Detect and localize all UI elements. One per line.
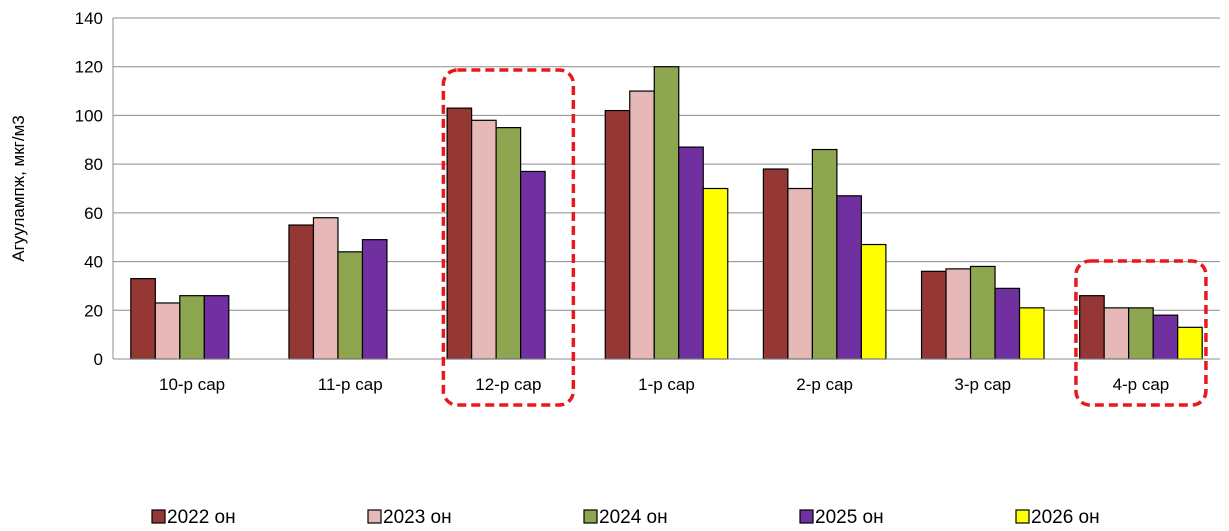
x-tick-label: 4-р сар [1113,375,1170,394]
bar [130,278,156,360]
bars [130,66,1203,360]
legend-swatch [1015,509,1030,524]
legend-label: 2022 он [167,507,236,528]
legend-item: 2022 он [151,507,236,528]
bar [860,243,887,360]
bar [288,224,315,360]
legend: 2022 он 2023 он 2024 он 2025 он 2026 он [151,507,1100,528]
y-tick-labels: 0 20 40 60 80 100 120 140 [75,9,103,369]
bar [179,295,205,360]
bar [1079,295,1105,360]
y-tick-label: 140 [75,9,103,28]
legend-swatch [367,509,382,524]
bar [994,287,1021,360]
legend-label: 2026 он [1031,507,1100,528]
x-tick-label: 3-р сар [954,375,1011,394]
bar [446,107,473,360]
bar [1018,307,1045,360]
bar [1128,307,1154,360]
legend-item: 2024 он [583,507,668,528]
y-tick-label: 40 [84,253,103,272]
legend-swatch [799,509,814,524]
bar [1152,314,1179,360]
legend-item: 2025 он [799,507,884,528]
bar [1177,326,1203,360]
y-tick-label: 80 [84,155,103,174]
x-tick-label: 10-р сар [159,375,225,394]
bar [945,268,972,360]
legend-swatch [583,509,598,524]
bar [520,170,546,360]
y-tick-label: 0 [94,350,103,369]
bar [653,66,680,360]
bar [361,239,388,360]
bar [969,265,996,360]
bar [604,109,631,360]
x-tick-labels: 10-р сар 11-р сар 12-р сар 1-р сар 2-р сар 3-… [159,375,1169,394]
bar [312,217,339,360]
bar [678,146,704,360]
bar [337,251,364,360]
x-tick-label: 2-р сар [796,375,853,394]
y-axis-label: Агуулампж, мкг/м3 [9,115,28,261]
highlight-boxes [441,68,1208,407]
bar [154,302,181,360]
legend-label: 2023 он [383,507,452,528]
y-tick-label: 120 [75,58,103,77]
bar [203,295,230,360]
bar [762,168,789,360]
x-tick-label: 12-р сар [475,375,541,394]
bar [787,187,813,360]
bar [811,148,838,360]
legend-item: 2026 он [1015,507,1100,528]
bar [471,119,497,360]
bar [836,195,862,360]
y-tick-label: 100 [75,106,103,125]
bar [629,90,655,360]
bar [495,127,522,360]
bar [1103,307,1130,360]
legend-label: 2024 он [599,507,668,528]
y-tick-label: 60 [84,204,103,223]
x-tick-label: 11-р сар [318,375,383,394]
axes [112,18,1220,360]
legend-item: 2023 он [367,507,452,528]
highlight-box [441,68,576,407]
bar [920,270,947,360]
bar [702,187,729,360]
highlight-box [1074,259,1208,407]
legend-swatch [151,509,166,524]
legend-label: 2025 он [815,507,884,528]
x-tick-label: 1-р сар [638,375,695,394]
y-tick-label: 20 [84,301,103,320]
